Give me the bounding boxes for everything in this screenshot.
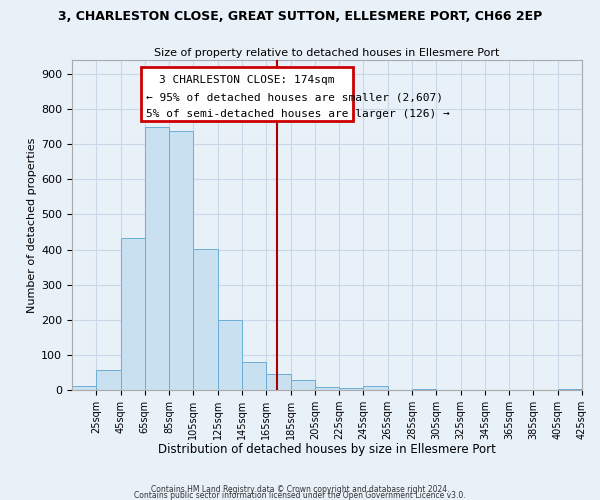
Bar xyxy=(72,386,96,390)
Bar xyxy=(290,380,315,390)
Bar xyxy=(218,320,242,390)
Bar xyxy=(145,128,169,390)
Bar xyxy=(193,249,218,390)
Title: Size of property relative to detached houses in Ellesmere Port: Size of property relative to detached ho… xyxy=(154,48,500,58)
Bar xyxy=(339,388,364,390)
Bar xyxy=(266,374,290,390)
Text: Contains HM Land Registry data © Crown copyright and database right 2024.: Contains HM Land Registry data © Crown c… xyxy=(151,484,449,494)
X-axis label: Distribution of detached houses by size in Ellesmere Port: Distribution of detached houses by size … xyxy=(158,444,496,456)
Bar xyxy=(96,370,121,390)
FancyBboxPatch shape xyxy=(141,66,353,121)
Text: Contains public sector information licensed under the Open Government Licence v3: Contains public sector information licen… xyxy=(134,490,466,500)
Y-axis label: Number of detached properties: Number of detached properties xyxy=(27,138,37,312)
Bar xyxy=(364,386,388,390)
Bar xyxy=(315,387,339,390)
Text: ← 95% of detached houses are smaller (2,607): ← 95% of detached houses are smaller (2,… xyxy=(146,92,443,102)
Bar xyxy=(121,238,145,390)
Text: 3, CHARLESTON CLOSE, GREAT SUTTON, ELLESMERE PORT, CH66 2EP: 3, CHARLESTON CLOSE, GREAT SUTTON, ELLES… xyxy=(58,10,542,23)
Bar xyxy=(169,132,193,390)
Text: 3 CHARLESTON CLOSE: 174sqm: 3 CHARLESTON CLOSE: 174sqm xyxy=(159,75,334,85)
Bar xyxy=(242,362,266,390)
Text: 5% of semi-detached houses are larger (126) →: 5% of semi-detached houses are larger (1… xyxy=(146,109,450,119)
